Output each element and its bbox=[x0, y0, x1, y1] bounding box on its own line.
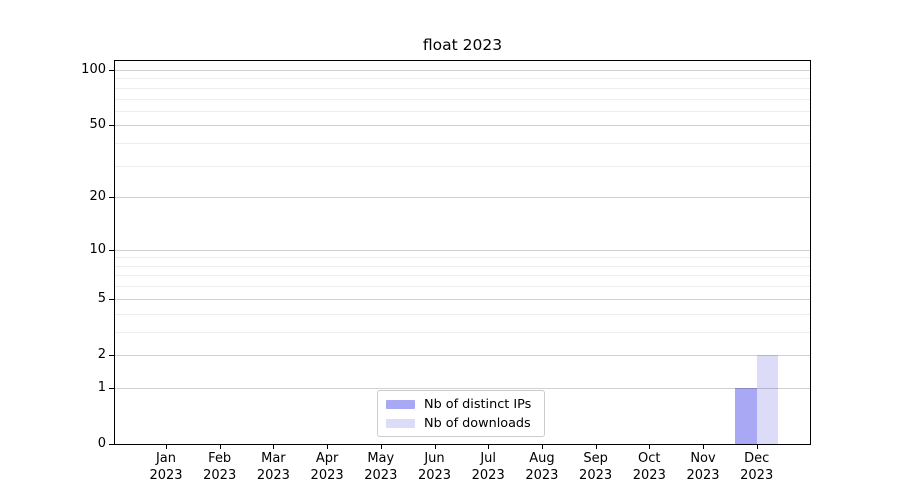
x-tick-feb-2023 bbox=[219, 444, 221, 449]
x-tick-aug-2023 bbox=[541, 444, 543, 449]
chart-title: float 2023 bbox=[422, 36, 503, 54]
y-tick-label-1: 1 bbox=[97, 379, 106, 395]
gridline-major-5 bbox=[115, 298, 810, 300]
x-tick-month: Nov bbox=[690, 451, 716, 466]
x-tick-month: Apr bbox=[315, 451, 339, 466]
x-tick-month: Feb bbox=[208, 451, 232, 466]
x-tick-label-may-2023: May 2023 bbox=[349, 450, 413, 484]
x-tick-label-nov-2023: Nov 2023 bbox=[671, 450, 735, 484]
x-tick-year: 2023 bbox=[525, 468, 559, 483]
x-tick-month: Jan bbox=[155, 451, 177, 466]
y-tick-label-2: 2 bbox=[97, 346, 106, 362]
y-tick-100 bbox=[109, 70, 114, 71]
x-tick-jun-2023 bbox=[434, 444, 436, 449]
x-tick-label-jul-2023: Jul 2023 bbox=[456, 450, 520, 484]
gridline-minor-70 bbox=[115, 98, 810, 100]
x-tick-year: 2023 bbox=[417, 468, 452, 483]
x-tick-oct-2023 bbox=[649, 444, 651, 449]
x-tick-label-feb-2023: Feb 2023 bbox=[188, 450, 252, 484]
x-tick-label-dec-2023: Dec 2023 bbox=[725, 450, 789, 484]
y-tick-label-10: 10 bbox=[89, 241, 106, 257]
y-tick-label-50: 50 bbox=[89, 117, 106, 133]
gridline-minor-3 bbox=[115, 331, 810, 333]
x-tick-label-jan-2023: Jan 2023 bbox=[134, 450, 198, 484]
gridline-major-50 bbox=[115, 125, 810, 127]
x-tick-dec-2023 bbox=[756, 444, 758, 449]
x-tick-month: Oct bbox=[638, 451, 661, 466]
x-tick-apr-2023 bbox=[327, 444, 329, 449]
gridline-minor-9 bbox=[115, 257, 810, 259]
x-tick-month: Jun bbox=[424, 451, 445, 466]
x-tick-sep-2023 bbox=[595, 444, 597, 449]
x-tick-year: 2023 bbox=[471, 468, 505, 483]
x-tick-nov-2023 bbox=[703, 444, 704, 449]
x-tick-label-apr-2023: Apr 2023 bbox=[295, 450, 359, 484]
x-tick-year: 2023 bbox=[203, 468, 237, 483]
gridline-minor-80 bbox=[115, 87, 810, 89]
y-tick-1 bbox=[109, 387, 114, 389]
x-tick-month: May bbox=[367, 451, 395, 466]
gridline-minor-7 bbox=[115, 275, 810, 277]
gridline-major-10 bbox=[115, 249, 810, 251]
x-tick-mar-2023 bbox=[273, 444, 275, 449]
legend: Nb of distinct IPs Nb of downloads bbox=[377, 390, 545, 437]
gridline-minor-40 bbox=[115, 143, 810, 145]
gridline-minor-4 bbox=[115, 313, 810, 315]
gridline-minor-6 bbox=[115, 286, 810, 288]
x-tick-month: Aug bbox=[529, 451, 555, 466]
gridline-minor-30 bbox=[115, 165, 810, 167]
y-tick-10 bbox=[109, 249, 114, 251]
legend-item-nb-of-downloads: Nb of downloads bbox=[386, 416, 544, 431]
x-tick-may-2023 bbox=[380, 444, 382, 449]
gridline-minor-8 bbox=[115, 265, 810, 267]
x-tick-label-oct-2023: Oct 2023 bbox=[617, 450, 681, 484]
x-tick-month: Sep bbox=[583, 451, 608, 466]
y-tick-label-0: 0 bbox=[97, 436, 106, 451]
x-tick-month: Jul bbox=[480, 451, 497, 466]
x-tick-year: 2023 bbox=[364, 468, 398, 483]
x-tick-year: 2023 bbox=[740, 468, 774, 483]
y-tick-label-5: 5 bbox=[97, 290, 106, 306]
legend-swatch-nb-of-distinct-ips bbox=[386, 399, 415, 409]
bar-nb-of-downloads-dec-2023 bbox=[756, 354, 779, 444]
plot-area: Nb of distinct IPs Nb of downloads 0 1 2 5 10… bbox=[81, 60, 811, 483]
legend-swatch-nb-of-downloads bbox=[386, 418, 415, 428]
x-tick-year: 2023 bbox=[310, 468, 344, 483]
gridline-major-2 bbox=[115, 354, 810, 356]
x-tick-year: 2023 bbox=[686, 468, 720, 483]
x-tick-label-jun-2023: Jun 2023 bbox=[403, 450, 467, 484]
y-tick-label-20: 20 bbox=[89, 189, 106, 205]
legend-item-nb-of-distinct-ips: Nb of distinct IPs bbox=[386, 397, 544, 412]
legend-label: Nb of distinct IPs bbox=[424, 396, 532, 412]
gridline-major-20 bbox=[115, 197, 810, 199]
gridline-major-1 bbox=[115, 387, 810, 389]
y-tick-20 bbox=[109, 197, 114, 199]
x-tick-jan-2023 bbox=[166, 444, 167, 449]
x-tick-month: Dec bbox=[744, 451, 770, 466]
x-tick-month: Mar bbox=[261, 451, 286, 466]
y-tick-5 bbox=[109, 298, 114, 300]
x-tick-label-mar-2023: Mar 2023 bbox=[241, 450, 305, 484]
gridline-minor-60 bbox=[115, 110, 810, 112]
x-tick-year: 2023 bbox=[256, 468, 290, 483]
y-tick-0 bbox=[109, 444, 114, 445]
x-tick-label-sep-2023: Sep 2023 bbox=[564, 450, 628, 484]
x-tick-label-aug-2023: Aug 2023 bbox=[510, 450, 574, 484]
x-tick-year: 2023 bbox=[149, 468, 183, 483]
x-tick-year: 2023 bbox=[579, 468, 613, 483]
y-tick-50 bbox=[109, 125, 114, 127]
x-tick-jul-2023 bbox=[488, 444, 490, 449]
x-tick-year: 2023 bbox=[632, 468, 666, 483]
gridline-major-100 bbox=[115, 70, 810, 71]
y-tick-label-100: 100 bbox=[81, 62, 106, 77]
bar-nb-of-distinct-ips-dec-2023 bbox=[735, 387, 757, 444]
gridline-minor-90 bbox=[115, 78, 810, 80]
legend-label: Nb of downloads bbox=[424, 415, 531, 431]
y-tick-2 bbox=[109, 354, 114, 356]
